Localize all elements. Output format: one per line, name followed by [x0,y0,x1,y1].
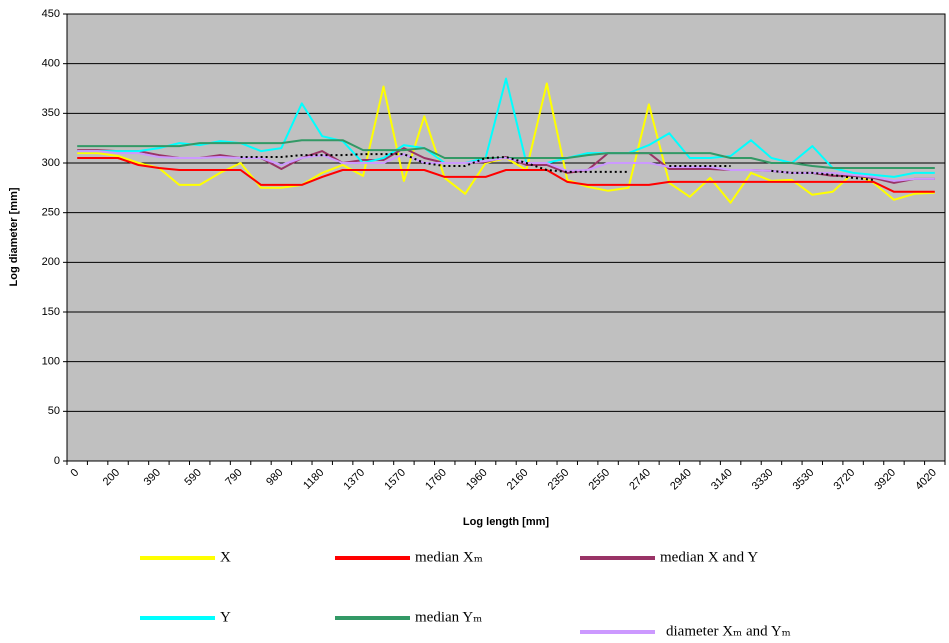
x-tick-label: 2350 [546,467,572,493]
x-tick-label: 3140 [709,467,735,493]
x-tick-label: 3720 [831,467,857,493]
x-tick-label: 0 [69,467,82,480]
plot-border [66,13,946,462]
x-tick-label: 200 [101,467,122,488]
y-tick-label: 200 [42,256,60,268]
x-tick-label: 2160 [505,467,531,493]
legend-label: median Xₘ [415,549,483,565]
x-tick-label: 2940 [668,467,694,493]
y-axis-title: Log diameter [mm] [8,187,20,286]
x-tick-label: 1960 [464,467,490,493]
y-tick-label: 50 [48,405,60,417]
x-tick-label: 590 [182,467,203,488]
x-tick-label: 1180 [301,467,326,492]
y-tick-label: 300 [42,157,60,169]
x-tick-label: 1370 [341,467,367,493]
x-tick-label: 3920 [872,467,898,493]
y-tick-label: 400 [42,58,60,70]
x-tick-label: 3530 [791,467,817,493]
y-tick-label: 350 [42,107,60,119]
series-line [240,153,874,181]
x-tick-label: 2550 [586,467,612,493]
x-tick-label: 980 [264,467,285,488]
plot-area [67,14,945,461]
legend-label: Y [220,609,231,625]
x-tick-label: 390 [142,467,163,488]
y-tick-label: 0 [54,455,60,467]
y-tick-label: 250 [42,207,60,219]
x-tick-label: 1760 [423,467,449,493]
legend-label: median Yₘ [415,609,482,625]
x-tick-label: 1570 [382,467,408,493]
x-axis-title: Log length [mm] [463,516,549,528]
legend-label: median X and Y [660,549,758,565]
y-tick-label: 100 [42,356,60,368]
series-line [77,157,935,193]
x-tick-label: 4020 [913,467,939,493]
x-tick-label: 3330 [750,467,776,493]
y-tick-label: 150 [42,306,60,318]
legend-label: diameter Xₘ and Yₘ [666,623,791,639]
x-tick-label: 790 [223,467,244,488]
legend-label: X [220,549,231,565]
y-tick-label: 450 [42,8,60,20]
x-tick-label: 2740 [627,467,653,493]
